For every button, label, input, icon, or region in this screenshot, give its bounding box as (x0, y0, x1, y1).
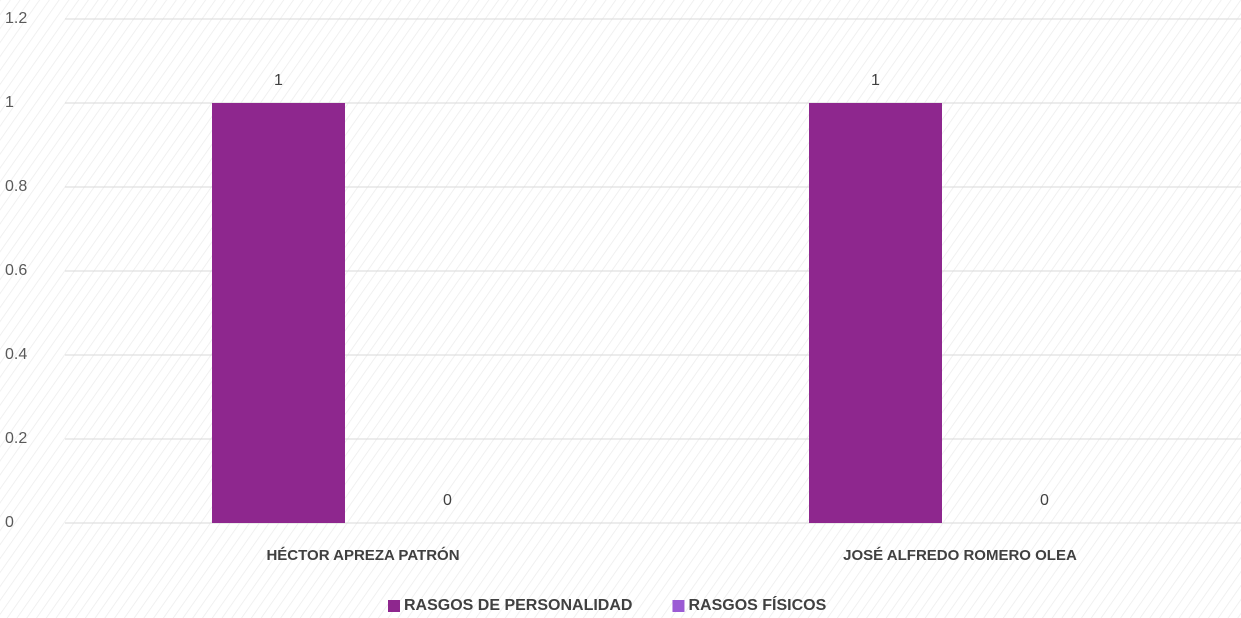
bar (809, 103, 942, 523)
y-tick-label: 0 (5, 514, 14, 531)
x-tick-label: HÉCTOR APREZA PATRÓN (266, 546, 459, 564)
y-tick-label: 0.4 (5, 346, 27, 363)
y-tick-label: 0.2 (5, 430, 27, 447)
x-tick-label: JOSÉ ALFREDO ROMERO OLEA (843, 547, 1077, 564)
y-tick-label: 1 (5, 94, 14, 111)
data-label: 0 (443, 492, 452, 509)
data-label: 1 (274, 72, 283, 89)
data-label: 0 (1040, 492, 1049, 509)
legend-label: RASGOS DE PERSONALIDAD (404, 597, 632, 614)
legend-swatch (672, 600, 685, 612)
y-tick-label: 1.2 (5, 10, 27, 27)
data-label: 1 (871, 72, 880, 89)
bar (212, 103, 345, 523)
y-tick-label: 0.6 (5, 262, 27, 279)
legend-label: RASGOS FÍSICOS (688, 595, 826, 614)
y-tick-label: 0.8 (5, 178, 27, 195)
legend-swatch (388, 600, 400, 612)
